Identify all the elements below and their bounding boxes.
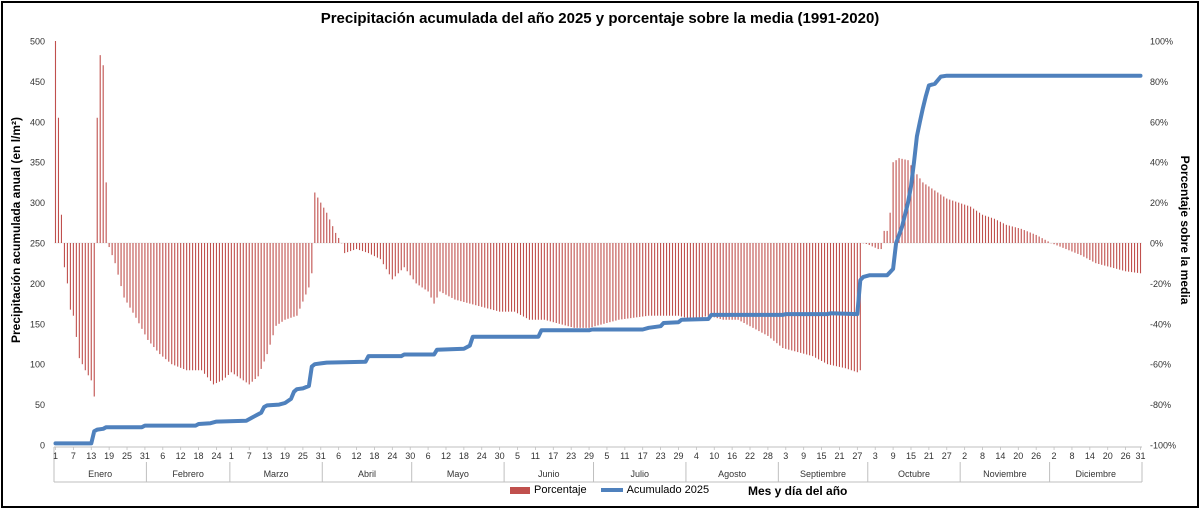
y-axis-left-label: Precipitación acumulada anual (en l/m²) [9,116,23,344]
legend-item-porcentaje: Porcentaje [510,484,587,496]
x-axis-label: Mes y día del año [748,484,848,498]
legend-item-acumulado: Acumulado 2025 [600,484,710,496]
legend-swatch-line [600,488,623,492]
y-axis-right-label: Porcentaje sobre la media [1178,155,1192,305]
legend-label-porcentaje: Porcentaje [534,484,587,496]
legend-label-acumulado: Acumulado 2025 [626,484,710,496]
chart-title: Precipitación acumulada del año 2025 y p… [320,10,880,27]
legend-swatch-bar [510,486,530,494]
legend: Porcentaje Acumulado 2025 [510,484,723,496]
